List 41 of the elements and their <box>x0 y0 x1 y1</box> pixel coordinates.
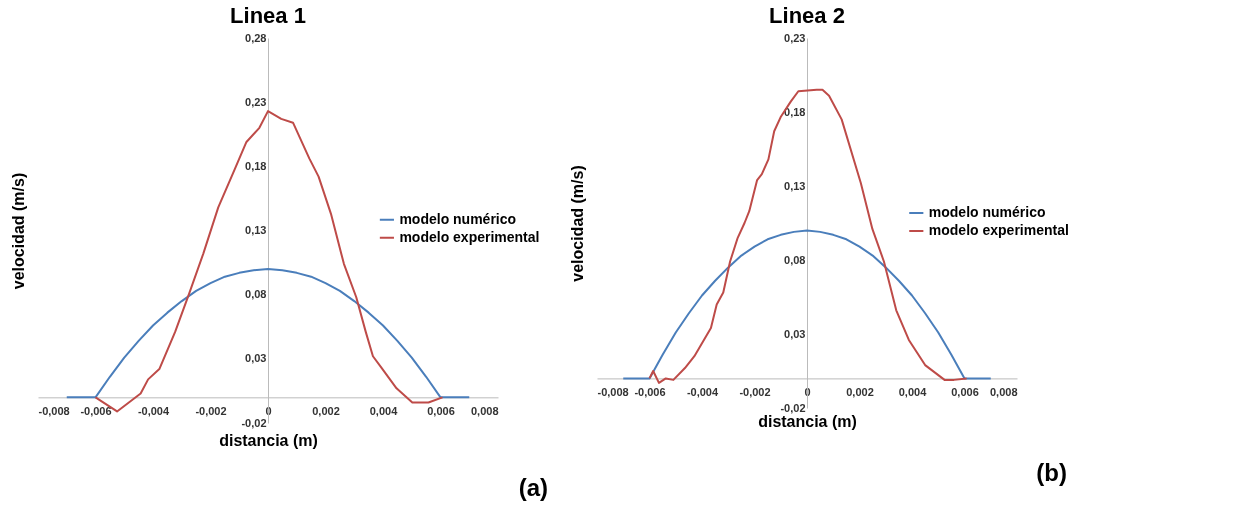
x-tick-label: 0,008 <box>989 385 1018 398</box>
text: (a) <box>518 474 548 501</box>
line-series <box>65 268 471 399</box>
x-tick-label: -0,008 <box>38 404 70 417</box>
x-tick-label: -0,008 <box>597 385 629 398</box>
y-tick-label: 0,13 <box>245 224 267 236</box>
x-tick-label: -0,002 <box>739 385 771 398</box>
y-tick-label: 0,28 <box>245 31 267 44</box>
text: (b) <box>1036 459 1067 486</box>
x-tick-label: -0,006 <box>634 385 666 398</box>
x-tick-label: 0,002 <box>312 404 340 417</box>
legend-label: modelo numérico <box>928 204 1046 220</box>
x-tick-label: -0,002 <box>195 404 227 417</box>
y-tick-label: 0,08 <box>245 288 267 301</box>
x-axis-title: distancia (m) <box>219 431 318 449</box>
y-tick-label: 0,23 <box>245 95 267 108</box>
legend-label: modelo numérico <box>399 210 517 227</box>
y-tick-label: 0,08 <box>784 253 806 266</box>
chart-title: Linea 2 <box>769 3 845 28</box>
y-tick-label: -0,02 <box>241 416 267 429</box>
x-tick-label: 0,002 <box>846 385 874 398</box>
y-tick-label: 0,03 <box>245 352 267 365</box>
x-tick-label: 0,006 <box>951 385 979 398</box>
legend-label: modelo experimental <box>928 222 1069 238</box>
y-axis-title: velocidad (m/s) <box>9 172 27 290</box>
y-tick-label: 0,18 <box>784 105 806 118</box>
legend-label: modelo experimental <box>399 228 540 245</box>
y-tick-label: -0,02 <box>780 401 806 414</box>
chart-title: Linea 1 <box>230 3 306 28</box>
x-tick-label: -0,004 <box>137 404 170 417</box>
x-tick-label: 0,004 <box>369 404 399 417</box>
y-tick-label: 0,18 <box>245 159 267 172</box>
x-tick-label: -0,006 <box>80 404 112 417</box>
y-tick-label: 0,23 <box>784 31 806 44</box>
y-tick-label: 0,13 <box>784 179 806 192</box>
x-tick-label: 0,006 <box>427 404 455 417</box>
x-tick-label: 0,004 <box>898 385 928 398</box>
x-tick-label: 0,008 <box>470 404 499 417</box>
y-axis-title: velocidad (m/s) <box>568 165 586 282</box>
y-tick-label: 0,03 <box>784 327 806 340</box>
x-tick-label: -0,004 <box>686 385 719 398</box>
